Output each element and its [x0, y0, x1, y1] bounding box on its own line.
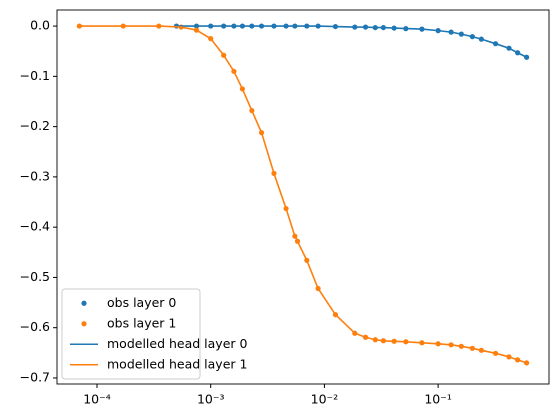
series-line — [176, 25, 527, 58]
y-tick-label: −0.5 — [20, 269, 50, 284]
legend-swatch — [81, 300, 87, 306]
legend-label: obs layer 1 — [107, 315, 176, 330]
series-line — [79, 25, 527, 364]
legend-label: modelled head layer 1 — [107, 356, 247, 371]
plot-frame — [56, 9, 550, 385]
x-tick-label: 10⁻³ — [197, 392, 225, 407]
x-tick-label: 10⁻¹ — [424, 392, 452, 407]
y-tick-label: −0.2 — [20, 118, 50, 133]
y-tick-label: −0.3 — [20, 168, 50, 183]
y-tick-label: −0.7 — [20, 369, 50, 384]
legend-box — [61, 288, 201, 380]
y-tick-label: −0.1 — [20, 68, 50, 83]
x-tick-label: 10⁻² — [311, 392, 339, 407]
y-tick-label: 0.0 — [30, 18, 50, 33]
x-tick-label: 10⁻⁴ — [83, 392, 111, 407]
legend-label: obs layer 0 — [107, 295, 176, 310]
y-tick-label: −0.6 — [20, 319, 50, 334]
legend-swatch — [81, 321, 87, 327]
legend-label: modelled head layer 0 — [107, 336, 248, 351]
y-tick-label: −0.4 — [20, 219, 50, 234]
legend: obs layer 0 obs layer 1 modelled head laye… — [61, 288, 248, 380]
